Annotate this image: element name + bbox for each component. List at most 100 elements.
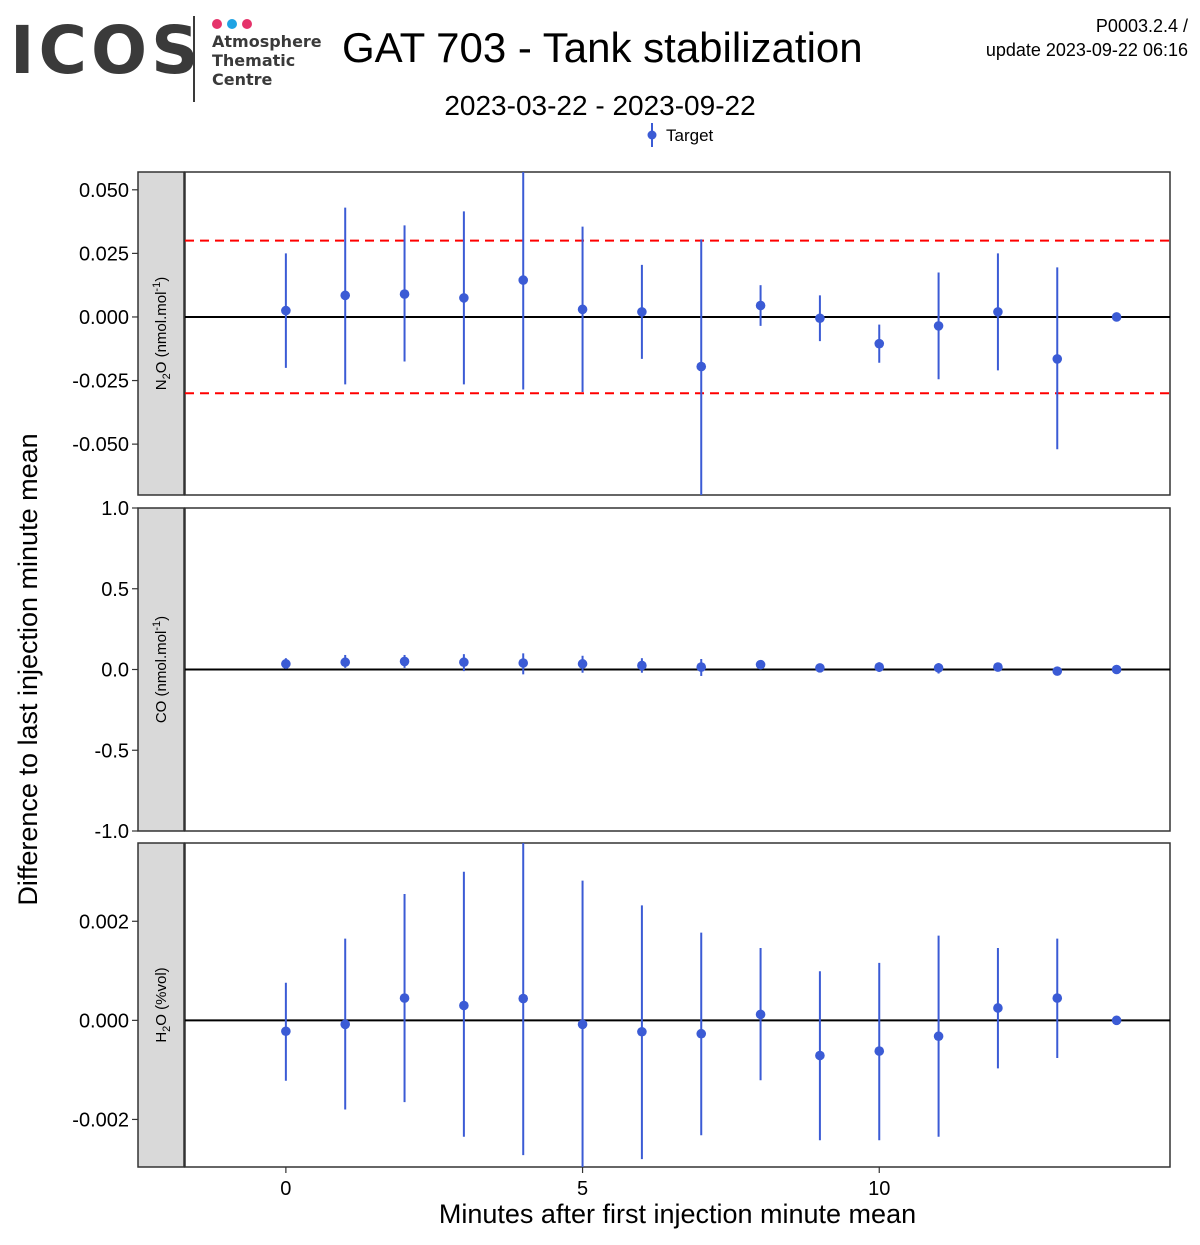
chart-header: ICOS Atmosphere Thematic Centre GAT 703 … [0,0,1200,160]
logo-dot-3 [242,19,252,29]
legend-label: Target [666,126,714,145]
data-point [993,662,1003,672]
data-point [518,275,529,285]
data-point [459,657,469,668]
x-tick-label: 0 [280,1178,291,1200]
data-point [577,1019,588,1030]
data-point [874,1046,885,1056]
y-tick-label: 0.5 [101,579,129,601]
data-point [459,1000,469,1011]
data-point [696,662,707,672]
data-point [281,659,291,669]
data-point [281,305,291,316]
data-point [874,662,885,672]
icos-logo-word: ICOS [10,12,203,89]
data-point [459,293,469,303]
facet-strip-0 [137,171,185,496]
version-info: P0003.2.4 / update 2023-09-22 06:16 [986,14,1188,62]
panel-frame-2 [184,842,1171,1168]
data-point [281,1026,291,1037]
data-point [755,659,766,670]
data-point [815,1050,825,1061]
logo-line-3: Centre [212,70,273,89]
y-tick-label: 0.000 [79,1010,129,1032]
y-tick-label: -0.5 [95,740,129,762]
data-point [755,300,766,311]
y-tick-label: -0.050 [72,434,129,456]
strip-text-part: N [153,379,170,390]
strip-text-part: ) [153,616,170,621]
x-axis-title: Minutes after first injection minute mea… [439,1199,916,1229]
data-point [399,289,410,299]
x-tick-label: 10 [868,1178,890,1200]
data-point [637,1026,647,1037]
strip-text-part: -1 [151,621,163,631]
strip-text-part: 2 [161,373,173,379]
y-tick-label: 0.0 [101,660,129,682]
y-tick-label: 0.025 [79,243,129,265]
strip-text-part: O (nmol.mol [153,292,170,374]
facet-strip-label-2: H2O (%vol) [153,967,173,1042]
y-tick-label: 0.000 [79,307,129,329]
data-point [1111,1015,1122,1026]
strip-text-part: 2 [161,1026,173,1032]
y-tick-label: 0.050 [79,180,129,202]
data-point [577,304,588,315]
version-line-1: P0003.2.4 / [1095,16,1188,36]
logo-dot-1 [212,19,222,29]
y-tick-label: -0.025 [72,371,129,393]
data-point [815,313,825,324]
data-point [637,307,647,317]
y-tick-label: 1.0 [101,498,129,520]
data-point [993,1003,1003,1013]
data-point [518,993,529,1004]
strip-text-part: O (%vol) [153,967,170,1025]
chart-subtitle: 2023-03-22 - 2023-09-22 [444,90,756,121]
data-point [399,656,410,667]
data-point [933,321,944,331]
data-point [577,659,588,669]
data-point [1111,664,1122,675]
strip-text-part: ) [153,277,170,282]
chart-title: GAT 703 - Tank stabilization [342,24,863,71]
facet-strip-1 [137,507,185,832]
logo-line-2: Thematic [212,51,296,70]
y-axis-title: Difference to last injection minute mean [13,433,43,905]
logo-dot-2 [227,19,237,29]
data-point [696,1028,707,1039]
data-point [993,307,1003,317]
data-point [340,1019,351,1030]
data-point [933,663,944,673]
legend-point-icon [647,130,657,140]
x-tick-label: 5 [577,1178,588,1200]
data-point [399,993,410,1003]
strip-text-part: H [153,1032,170,1043]
strip-text-part: -1 [151,282,163,292]
logo-dots-icon [212,16,257,29]
y-tick-label: -0.002 [72,1109,129,1131]
logo-divider [193,16,195,102]
data-point [1052,666,1063,676]
data-point [340,657,351,668]
data-point [340,290,351,301]
panel-frame-0 [184,171,1171,496]
logo-subtext: Atmosphere Thematic Centre [212,32,322,89]
data-point [933,1031,944,1042]
version-line-2: update 2023-09-22 06:16 [985,40,1188,60]
data-point [755,1009,766,1020]
data-point [815,663,825,673]
data-point [1052,354,1063,364]
data-point [637,660,647,671]
facet-strip-label-0: N2O (nmol.mol-1) [151,277,173,390]
strip-text-part: CO (nmol.mol [153,631,170,724]
logo-line-1: Atmosphere [212,32,322,51]
data-point [518,658,529,668]
y-tick-label: -1.0 [95,821,129,843]
data-point [1052,993,1063,1003]
facet-strip-2 [137,842,185,1168]
data-point [1111,312,1122,322]
y-tick-label: 0.002 [79,911,129,933]
data-point [696,361,707,372]
facet-strip-label-1: CO (nmol.mol-1) [151,616,170,723]
